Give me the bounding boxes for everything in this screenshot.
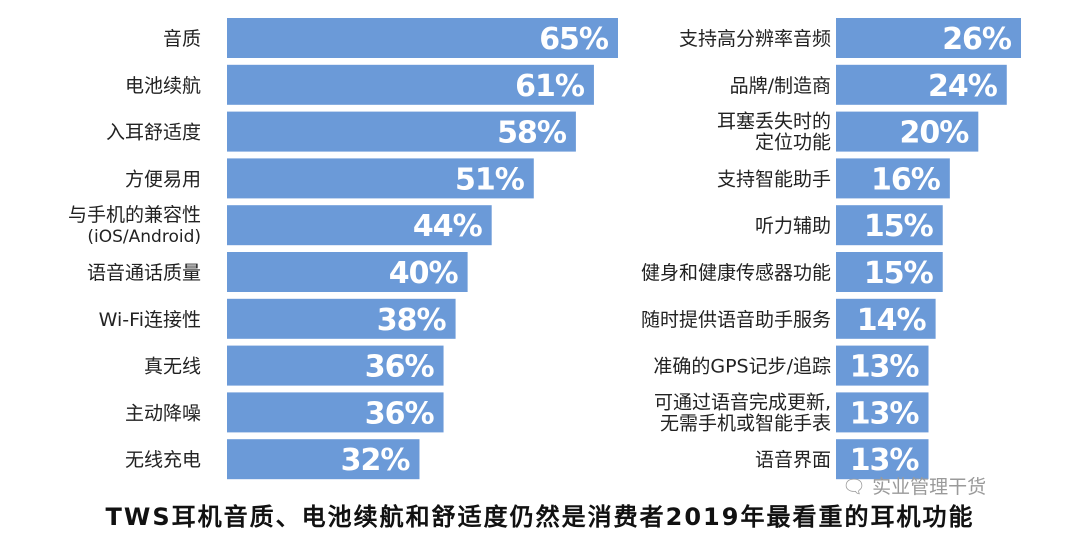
bar-right-7 [836, 345, 929, 386]
value-label-left-7: 36% [365, 350, 435, 385]
category-label-right-8: 可通过语音完成更新,无需手机或智能手表 [654, 391, 831, 434]
category-label-left-5: 语音通话质量 [87, 262, 201, 284]
value-label-left-5: 40% [389, 256, 459, 291]
category-label-right-7: 准确的GPS记步/追踪 [653, 356, 831, 378]
bar-left-3 [227, 158, 534, 199]
watermark: 🗨 实业管理干货 [842, 472, 986, 499]
bar-right-2 [836, 111, 979, 152]
bar-right-6 [836, 298, 936, 339]
category-label-right-5: 健身和健康传感器功能 [641, 262, 831, 284]
value-label-right-3: 16% [871, 162, 941, 197]
value-label-left-4: 44% [413, 209, 483, 244]
value-label-right-8: 13% [850, 396, 920, 431]
value-label-left-9: 32% [341, 443, 411, 478]
category-label-left-9: 无线充电 [125, 449, 201, 471]
bar-right-9 [836, 439, 929, 480]
bar-right-8 [836, 392, 929, 433]
value-label-left-3: 51% [455, 162, 525, 197]
category-label-right-0: 支持高分辨率音频 [679, 28, 831, 50]
bar-left-1 [227, 64, 594, 105]
value-label-right-6: 14% [857, 303, 927, 338]
bar-right-1 [836, 64, 1007, 105]
bar-right-5 [836, 252, 943, 292]
value-label-right-0: 26% [942, 22, 1012, 57]
category-label-right-9: 语音界面 [755, 449, 831, 471]
category-label-left-7: 真无线 [144, 356, 201, 378]
bar-left-2 [227, 111, 576, 152]
value-label-right-1: 24% [928, 69, 998, 104]
value-label-left-1: 61% [515, 69, 585, 104]
category-label-left-4: 与手机的兼容性(iOS/Android) [68, 204, 201, 247]
category-label-right-2: 耳塞丢失时的定位功能 [717, 111, 831, 154]
value-label-right-5: 15% [864, 256, 934, 291]
bar-left-0 [227, 18, 618, 58]
chart: 65% 音质 61% 电池续航 58% 入耳舒适度 51% 方便易用 44% 与手机的兼容性(iO… [68, 18, 1021, 480]
bar-left-6 [227, 298, 456, 339]
category-label-left-0: 音质 [163, 28, 201, 50]
category-label-right-6: 随时提供语音助手服务 [641, 309, 831, 331]
value-label-left-8: 36% [365, 396, 435, 431]
bar-right-0 [836, 18, 1021, 58]
category-label-left-2: 入耳舒适度 [106, 122, 201, 144]
bar-left-5 [227, 252, 468, 292]
category-label-left-3: 方便易用 [125, 168, 201, 190]
category-label-right-1: 品牌/制造商 [730, 75, 831, 97]
category-label-left-6: Wi-Fi连接性 [99, 309, 201, 331]
value-label-right-4: 15% [864, 209, 934, 244]
bar-right-3 [836, 158, 950, 199]
value-label-right-7: 13% [850, 350, 920, 385]
wechat-icon: 🗨 [842, 476, 867, 498]
bar-left-8 [227, 392, 444, 433]
bar-left-9 [227, 439, 420, 480]
value-label-left-0: 65% [539, 22, 609, 57]
bar-left-7 [227, 345, 444, 386]
category-label-left-8: 主动降噪 [125, 402, 201, 424]
bar-right-4 [836, 205, 943, 246]
watermark-text: 实业管理干货 [872, 476, 987, 498]
value-label-left-6: 38% [377, 303, 447, 338]
category-label-left-1: 电池续航 [125, 75, 201, 97]
category-label-right-4: 听力辅助 [755, 215, 831, 237]
bar-left-4 [227, 205, 492, 246]
value-label-right-9: 13% [850, 443, 920, 478]
value-label-right-2: 20% [899, 116, 969, 151]
category-label-right-3: 支持智能助手 [717, 168, 831, 190]
value-label-left-2: 58% [497, 116, 567, 151]
chart-caption: TWS耳机音质、电池续航和舒适度仍然是消费者2019年最看重的耳机功能 [105, 503, 975, 531]
